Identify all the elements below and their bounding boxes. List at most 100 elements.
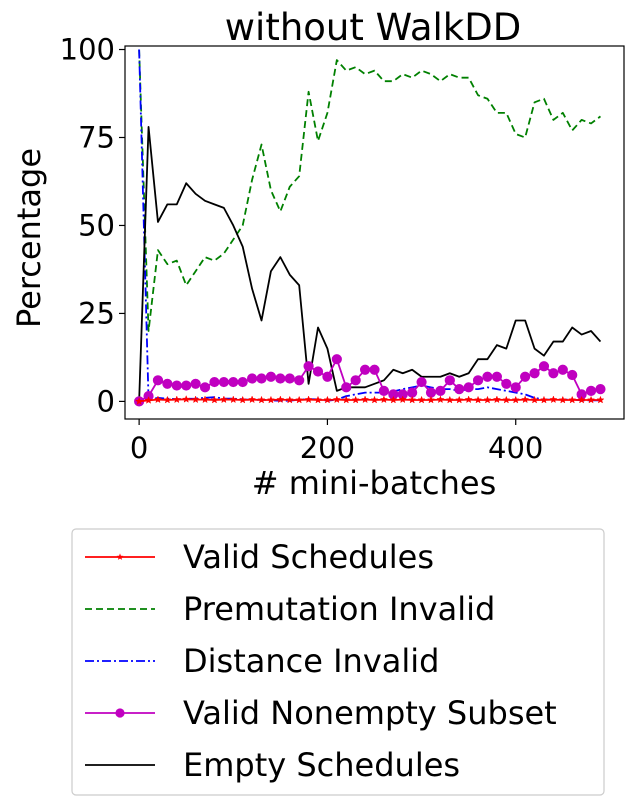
data-point bbox=[482, 371, 493, 382]
data-point bbox=[171, 380, 182, 391]
data-point bbox=[256, 373, 267, 384]
data-point bbox=[275, 373, 286, 384]
data-point bbox=[539, 395, 549, 404]
y-tick-label: 100 bbox=[60, 33, 115, 67]
data-point bbox=[229, 395, 238, 404]
series-distance-invalid bbox=[138, 49, 601, 402]
x-tick-label: 400 bbox=[488, 431, 543, 465]
data-point bbox=[265, 371, 277, 382]
legend-marker bbox=[116, 553, 124, 560]
data-point bbox=[313, 395, 323, 404]
series-line-valid-nonempty-subset bbox=[138, 358, 601, 403]
data-point bbox=[323, 395, 332, 404]
data-point bbox=[464, 395, 473, 404]
legend-frame bbox=[71, 528, 605, 796]
data-point bbox=[209, 376, 220, 388]
data-point bbox=[360, 395, 370, 404]
data-point bbox=[350, 375, 361, 386]
data-point bbox=[521, 395, 530, 404]
series-line-valid-schedules bbox=[139, 398, 601, 403]
data-point bbox=[190, 378, 201, 389]
data-point bbox=[491, 371, 502, 382]
data-point bbox=[228, 376, 239, 388]
data-point bbox=[586, 395, 596, 404]
data-point bbox=[444, 375, 455, 386]
data-point bbox=[483, 395, 492, 404]
data-point bbox=[501, 378, 512, 389]
data-point bbox=[408, 395, 417, 404]
legend-label: Distance Invalid bbox=[183, 642, 439, 680]
series-premutation-invalid bbox=[138, 49, 601, 332]
x-tick-label: 200 bbox=[300, 431, 355, 465]
x-axis-title: # mini-batches bbox=[252, 464, 496, 502]
data-point bbox=[247, 373, 258, 384]
legend-entry-distance-invalid: Distance Invalid bbox=[85, 642, 439, 680]
y-axis-ticks: 0 25 50 75 100 bbox=[60, 33, 125, 418]
data-point bbox=[332, 395, 341, 404]
data-point bbox=[502, 395, 511, 404]
data-point bbox=[331, 354, 342, 365]
legend-marker bbox=[115, 708, 125, 718]
data-point bbox=[152, 375, 164, 386]
data-point bbox=[530, 395, 539, 404]
data-point bbox=[247, 395, 257, 404]
chart-title: without WalkDD bbox=[225, 6, 521, 49]
data-point bbox=[304, 395, 313, 404]
data-point bbox=[276, 395, 285, 404]
legend: Valid Schedules Premutation Invalid Distan… bbox=[71, 528, 605, 796]
data-point bbox=[538, 361, 550, 372]
x-axis-ticks: 0 200 400 bbox=[130, 419, 543, 465]
y-tick-label: 25 bbox=[78, 296, 115, 330]
legend-label: Valid Schedules bbox=[183, 538, 434, 576]
data-point bbox=[163, 395, 172, 404]
data-point bbox=[520, 371, 531, 382]
data-point bbox=[153, 395, 163, 404]
data-point bbox=[200, 395, 210, 404]
data-point bbox=[369, 364, 380, 375]
data-point bbox=[342, 395, 351, 404]
legend-label: Valid Nonempty Subset bbox=[183, 694, 557, 732]
data-point bbox=[294, 375, 305, 386]
data-point bbox=[416, 376, 427, 388]
series-empty-schedules bbox=[138, 126, 602, 402]
data-point bbox=[284, 373, 295, 384]
data-point bbox=[557, 364, 568, 375]
data-point bbox=[341, 382, 352, 393]
data-point bbox=[191, 395, 200, 404]
data-point bbox=[463, 382, 474, 393]
data-point bbox=[359, 364, 371, 375]
data-point bbox=[596, 395, 605, 404]
legend-entries: Valid Schedules Premutation Invalid Distan… bbox=[85, 538, 557, 784]
data-point bbox=[445, 395, 454, 404]
data-point bbox=[181, 380, 192, 391]
data-point bbox=[135, 397, 144, 405]
legend-entry-valid-schedules: Valid Schedules bbox=[85, 538, 434, 576]
data-point bbox=[577, 395, 586, 404]
legend-entry-premutation-invalid: Premutation Invalid bbox=[85, 590, 495, 628]
data-point bbox=[322, 371, 333, 382]
series-valid-schedules bbox=[135, 394, 605, 405]
data-point bbox=[568, 395, 577, 404]
data-point bbox=[595, 383, 606, 395]
data-point bbox=[238, 395, 247, 404]
y-tick-label: 0 bbox=[97, 384, 115, 418]
series-line-empty-schedules bbox=[138, 126, 602, 402]
data-point bbox=[285, 395, 294, 404]
series-line-distance-invalid bbox=[138, 49, 601, 402]
plot-frame bbox=[124, 45, 625, 420]
data-point bbox=[511, 395, 520, 404]
data-point bbox=[312, 366, 324, 377]
data-point bbox=[455, 395, 464, 404]
data-point bbox=[266, 395, 276, 404]
data-point bbox=[303, 361, 314, 372]
data-point bbox=[417, 395, 426, 404]
data-point bbox=[379, 395, 389, 404]
data-point bbox=[199, 382, 211, 393]
data-point bbox=[210, 395, 219, 404]
data-point bbox=[237, 376, 248, 388]
legend-label: Empty Schedules bbox=[183, 746, 460, 784]
series-layer bbox=[134, 49, 606, 407]
legend-entry-empty-schedules: Empty Schedules bbox=[85, 746, 460, 784]
data-point bbox=[472, 375, 484, 386]
